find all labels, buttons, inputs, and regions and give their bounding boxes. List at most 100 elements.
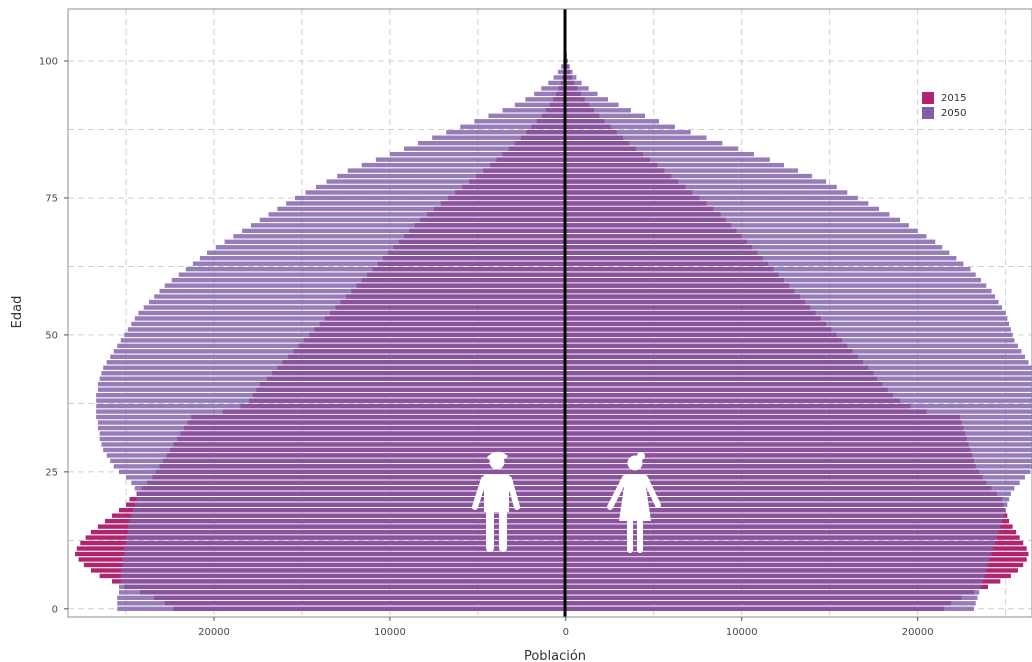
bar-2050-left [138,310,566,316]
bar-2050-left [127,327,566,332]
bar-2050-right [565,431,1032,436]
bar-2050-right [565,151,755,157]
bar-2050-left [446,130,566,135]
bar-2050-left [126,540,566,546]
bar-2050-left [101,442,566,447]
bar-2050-right [565,124,675,129]
bar-2050-left [97,425,566,431]
legend-swatch-2015 [922,92,934,104]
bar-2050-right [565,146,739,151]
y-tick-label: 0 [52,604,58,615]
bar-2050-left [120,579,566,584]
female-icon [607,452,661,553]
bar-2050-left [277,206,566,212]
bar-2050-right [565,371,1032,376]
bar-2050-left [117,601,566,606]
bar-2050-left [305,190,566,195]
bar-2050-left [110,458,566,464]
bar-2050-right [565,299,999,305]
bar-2050-left [131,480,566,485]
bar-2050-right [565,535,997,540]
bar-2050-left [101,371,566,376]
bar-2050-left [133,507,566,513]
bar-2050-left [403,146,566,151]
legend-swatch-2050 [922,107,934,119]
bar-2050-left [548,80,566,86]
bar-2050-right [565,277,981,283]
bar-2050-right [565,436,1032,442]
bar-2050-left [206,250,566,255]
bar-2050-left [215,245,566,250]
bar-2050-right [565,310,1006,316]
bar-2050-right [565,266,971,272]
bar-2050-left [164,283,566,288]
bar-2050-left [185,266,566,272]
bar-2050-right [565,250,950,255]
bar-2050-left [171,277,566,283]
bar-2050-right [565,497,1010,502]
bar-2050-left [119,469,566,475]
bar-2050-left [127,529,566,535]
bar-2050-left [96,409,566,414]
bar-2050-left [525,97,566,102]
plot-border [67,8,1032,618]
bar-2050-right [565,475,1025,480]
bar-2050-left [131,321,566,327]
bar-2050-right [565,507,1006,513]
bar-2050-right [565,595,978,601]
bar-2050-left [96,392,566,398]
bar-2050-right [565,113,645,119]
bar-2050-left [557,69,566,75]
bar-2050-right [565,108,631,113]
bar-2050-left [96,414,566,420]
bar-2050-right [565,349,1022,354]
bar-2050-left [127,524,566,529]
bar-2050-left [316,184,566,190]
bar-2050-left [432,135,566,140]
bar-2050-left [488,113,566,119]
bar-2050-right [565,234,927,239]
bar-2050-right [565,228,918,234]
bar-2050-right [565,546,994,551]
bar-2050-right [565,256,957,261]
bar-2050-left [99,431,566,436]
bar-2050-right [565,80,582,86]
bar-2050-right [565,354,1025,360]
bar-2050-right [565,606,974,611]
bar-2050-right [565,518,1003,524]
bar-2050-left [541,86,566,91]
bar-2050-right [565,573,985,579]
bar-2050-right [565,557,990,562]
bar-2050-right [565,568,987,573]
x-tick-label: 10000 [726,627,758,638]
bar-2050-left [113,349,566,354]
bar-2050-right [565,524,1001,529]
bar-2050-left [119,584,566,590]
bar-2050-right [565,135,707,140]
bar-2050-left [126,535,566,540]
bar-2050-right [565,58,568,64]
bar-2050-left [124,551,566,557]
bar-2050-right [565,119,660,124]
bar-2050-right [565,529,999,535]
bar-2050-right [565,223,909,228]
y-tick-label: 50 [45,330,58,341]
bar-2050-left [103,447,566,453]
bar-2050-right [565,239,936,244]
y-axis-title: Edad [10,296,25,329]
bar-2050-right [565,64,570,69]
bar-2050-left [99,436,566,442]
bar-2050-right [565,190,848,195]
bar-2050-left [514,102,566,108]
bar-2050-left [148,299,566,305]
bar-2050-right [565,392,1032,398]
bar-2050-left [120,568,566,573]
bar-2050-left [97,387,566,392]
bar-2050-left [120,338,566,343]
bar-2050-left [159,288,566,294]
bar-2050-right [565,584,981,590]
bar-2050-right [565,168,799,173]
bar-2050-right [565,562,989,568]
bar-2050-right [565,162,784,168]
